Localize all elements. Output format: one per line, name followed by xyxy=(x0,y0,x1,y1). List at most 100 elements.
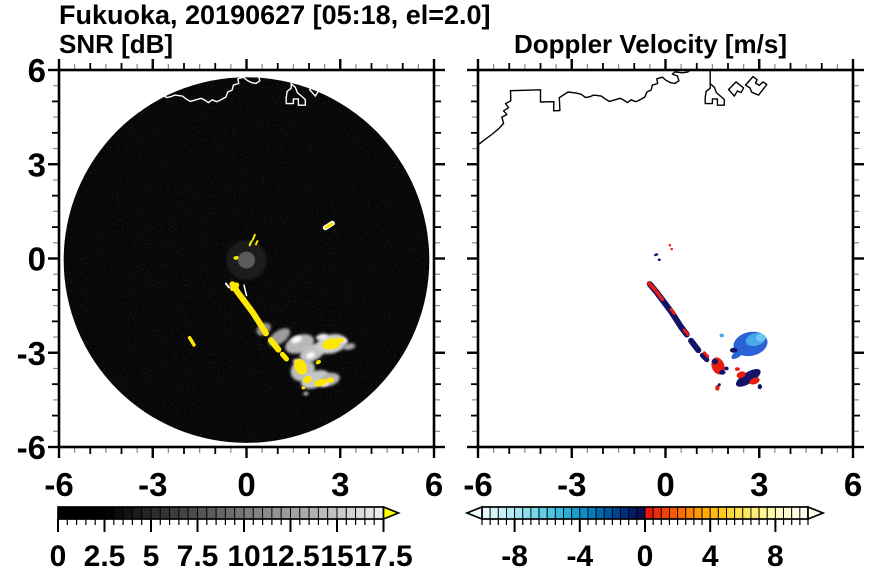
colorbar-cell xyxy=(693,506,703,520)
snr-plot-area xyxy=(59,70,430,443)
colorbar-cell xyxy=(178,506,189,520)
colorbar-cell xyxy=(709,506,719,520)
echo-blob xyxy=(749,377,760,385)
colorbar-cell xyxy=(644,506,654,520)
colorbar-cell xyxy=(660,506,670,520)
echo-streak xyxy=(682,328,690,336)
colorbar-cell xyxy=(563,506,573,520)
echo-streak xyxy=(224,282,230,289)
colorbar-cell xyxy=(571,506,581,520)
x-tick-label: 3 xyxy=(331,466,349,503)
colorbar-cell xyxy=(546,506,556,520)
echo-blob xyxy=(233,255,239,260)
colorbar-cell xyxy=(489,506,499,520)
snr-colorbar: 0 2.5 5 7.5 10 12.5 15 17.5 xyxy=(50,505,413,570)
colorbar-cell xyxy=(717,506,727,520)
echo-blob xyxy=(314,378,327,387)
colorbar-label: 2.5 xyxy=(84,540,126,570)
x-tick-label: 6 xyxy=(425,466,443,503)
colorbar-cell xyxy=(122,506,133,520)
colorbar-cell xyxy=(317,506,329,520)
colorbar-cell xyxy=(131,506,143,520)
echo-streak xyxy=(229,281,269,337)
echo-streak xyxy=(699,352,710,363)
colorbar-cell xyxy=(206,506,217,520)
colorbar-cell xyxy=(104,506,115,520)
echo-blob xyxy=(736,371,746,379)
colorbar-cell xyxy=(595,506,605,520)
colorbar-cell xyxy=(628,506,638,520)
figure-title: Fukuoka, 20190627 [05:18, el=2.0] xyxy=(59,0,491,30)
x-tick-label: -6 xyxy=(463,466,492,503)
colorbar-cell xyxy=(636,506,646,520)
echo-cloud xyxy=(315,333,329,341)
colorbar-under-arrow xyxy=(464,505,483,521)
echo-blob xyxy=(301,386,306,390)
snr-plot-frame xyxy=(57,68,436,449)
colorbar-cell xyxy=(76,506,87,520)
colorbar-cell xyxy=(481,506,491,520)
colorbar-cell xyxy=(742,506,752,520)
colorbar-cell xyxy=(677,506,687,520)
coastline-island1 xyxy=(727,81,745,97)
colorbar-cell xyxy=(791,506,801,520)
colorbar-cell xyxy=(652,506,662,520)
colorbar-cell xyxy=(701,506,711,520)
colorbar-cell xyxy=(271,506,282,520)
colorbar-cell xyxy=(159,506,171,520)
colorbar-cell xyxy=(774,506,785,520)
colorbar-cell xyxy=(579,506,589,520)
echo-blob xyxy=(731,349,744,360)
colorbar-label: 17.5 xyxy=(354,540,412,570)
colorbar-cell xyxy=(611,506,622,520)
colorbar-label: -8 xyxy=(501,540,528,570)
colorbar-cell xyxy=(224,506,236,520)
echo-streak xyxy=(646,281,665,302)
echo-cloud xyxy=(303,392,309,396)
colorbar-cell xyxy=(669,506,679,520)
coastline-island1 xyxy=(308,81,326,97)
coastline-jetty xyxy=(704,70,725,106)
coastline-island2 xyxy=(744,75,768,96)
echo-blob xyxy=(715,385,720,391)
echo-streak xyxy=(702,351,710,358)
echo-blob xyxy=(670,247,673,251)
echo-blob xyxy=(302,375,312,384)
colorbar-cell xyxy=(243,506,254,520)
colorbar-cell xyxy=(734,506,744,520)
echo-blob xyxy=(229,282,240,292)
echo-streak xyxy=(279,351,289,362)
x-tick-label: -6 xyxy=(44,466,73,503)
colorbar-cell xyxy=(215,506,226,520)
colorbar-cell xyxy=(252,506,264,520)
colorbar-cell xyxy=(620,506,630,520)
colorbar-cell xyxy=(522,506,532,520)
colorbar-label: 4 xyxy=(702,540,719,570)
colorbar-cell xyxy=(169,506,180,520)
colorbar-label: 0 xyxy=(50,540,67,570)
x-tick-label: 6 xyxy=(844,466,862,503)
colorbar-cell xyxy=(113,506,124,520)
vel-plot-area xyxy=(478,70,768,391)
colorbar-cell xyxy=(685,506,695,520)
echo-blob xyxy=(734,367,740,371)
echo-blob xyxy=(717,383,721,387)
colorbar-cell xyxy=(603,506,613,520)
colorbar-cell xyxy=(141,506,152,520)
vel-plot-frame xyxy=(476,68,855,449)
echo-streak xyxy=(251,233,256,241)
colorbar-label: 0 xyxy=(637,540,654,570)
coastline-mainland xyxy=(59,70,273,146)
echo-blob xyxy=(736,369,761,387)
colorbar-cell xyxy=(554,506,564,520)
colorbar-cell xyxy=(783,506,793,520)
echo-blob xyxy=(757,384,763,390)
colorbar-cell xyxy=(234,506,245,520)
echo-cloud xyxy=(291,336,302,344)
echo-streak xyxy=(243,284,248,297)
colorbar-cell xyxy=(197,506,208,520)
colorbar-cell xyxy=(758,506,768,520)
colorbar-cell xyxy=(538,506,548,520)
